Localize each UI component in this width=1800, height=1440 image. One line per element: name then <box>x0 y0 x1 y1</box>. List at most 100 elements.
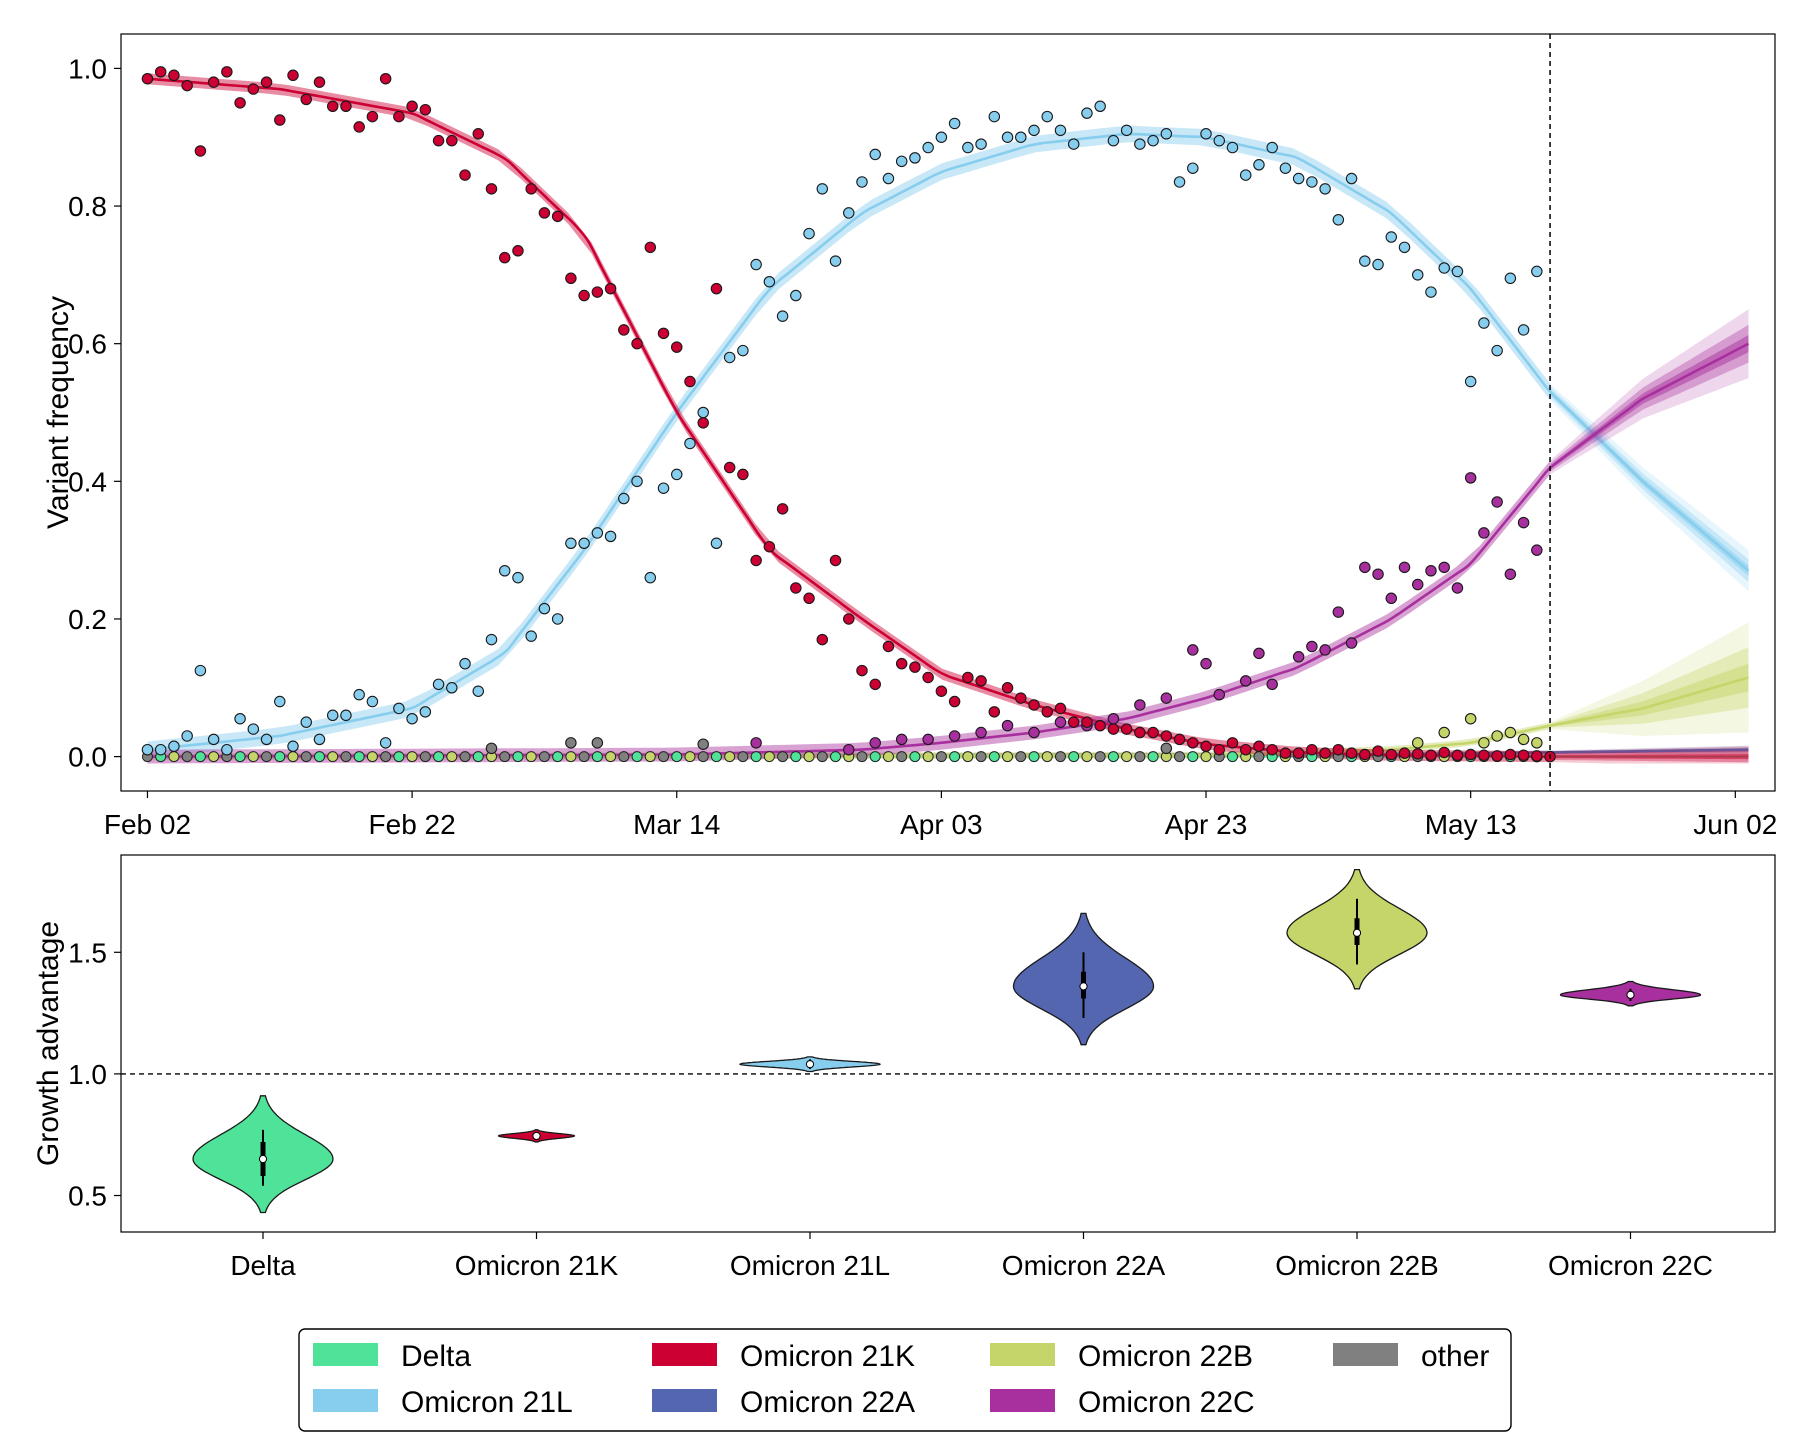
y-tick-label: 0.8 <box>68 191 107 222</box>
point-l21 <box>393 702 405 715</box>
point-k21 <box>260 76 273 88</box>
point-l21 <box>1478 317 1490 329</box>
zero-point <box>380 751 392 763</box>
point-l21 <box>684 437 696 450</box>
y-tick-label: 0.5 <box>68 1181 107 1212</box>
point-l21 <box>869 148 881 161</box>
point-k21 <box>1253 740 1265 753</box>
point-k21 <box>340 100 352 113</box>
point-k21 <box>1028 699 1040 711</box>
zero-point <box>1028 751 1040 763</box>
y-tick-label: 0.2 <box>68 604 107 635</box>
legend-label: Omicron 22B <box>1078 1340 1253 1373</box>
point-c22 <box>1107 712 1120 725</box>
fit-line-l21 <box>147 132 1750 751</box>
point-k21 <box>975 675 987 687</box>
point-c22 <box>1253 647 1265 660</box>
point-l21 <box>538 602 551 615</box>
violin-median <box>1352 928 1362 937</box>
forecast-band-mid-b22 <box>1550 647 1749 728</box>
point-k21 <box>300 93 312 106</box>
legend-item-b22: Omicron 22B <box>990 1340 1253 1373</box>
zero-point <box>975 751 987 763</box>
point-k21 <box>922 671 934 684</box>
zero-point <box>922 751 934 763</box>
point-k21 <box>763 540 776 553</box>
point-k21 <box>657 327 670 340</box>
point-k21 <box>1147 726 1159 739</box>
point-k21 <box>1359 748 1371 761</box>
point-c22 <box>1239 675 1252 687</box>
point-k21 <box>1266 743 1278 756</box>
x-tick-label: Feb 02 <box>104 809 191 840</box>
point-k21 <box>234 97 246 109</box>
point-c22 <box>1372 568 1384 580</box>
zero-point <box>1094 751 1106 763</box>
x-tick-label: Delta <box>230 1250 296 1281</box>
point-k21 <box>154 66 167 78</box>
zero-point <box>340 751 352 763</box>
point-k21 <box>1239 743 1252 756</box>
point-l21 <box>1451 265 1464 278</box>
point-k21 <box>565 272 577 285</box>
point-k21 <box>512 245 524 257</box>
point-l21 <box>657 482 670 494</box>
zero-point <box>1121 751 1133 763</box>
point-k21 <box>644 241 657 254</box>
point-l21 <box>1213 134 1226 147</box>
point-k21 <box>591 286 604 298</box>
point-l21 <box>1226 141 1239 154</box>
point-k21 <box>1385 748 1398 761</box>
variant-frequency-chart: 0.0 0.2 0.4 0.6 0.8 1.0 Feb 02 Feb 22 Mar 14 Apr … <box>42 33 1777 840</box>
point-k21 <box>803 592 815 605</box>
point-l21 <box>1306 176 1318 188</box>
point-k21 <box>1517 749 1530 761</box>
x-tick-label: Omicron 22A <box>1002 1250 1166 1281</box>
zero-point <box>658 751 670 763</box>
point-l21 <box>1385 231 1398 243</box>
zero-point <box>247 751 259 763</box>
zero-point <box>1015 751 1027 763</box>
y-tick-label: 1.0 <box>68 1059 107 1090</box>
zero-point <box>552 751 564 763</box>
legend-swatch <box>313 1389 378 1412</box>
point-k21 <box>459 169 471 181</box>
point-l21 <box>882 172 895 185</box>
legend-swatch <box>313 1343 378 1366</box>
violin-a22 <box>1012 912 1155 1046</box>
zero-point <box>1147 751 1159 763</box>
x-tick-label: Apr 23 <box>1165 809 1248 840</box>
point-l21 <box>1147 134 1159 147</box>
point-l21 <box>221 743 233 756</box>
point-k21 <box>1292 747 1305 759</box>
point-k21 <box>578 289 590 302</box>
point-l21 <box>790 289 802 302</box>
point-k21 <box>1478 749 1490 761</box>
point-l21 <box>525 630 537 642</box>
point-l21 <box>1345 172 1358 185</box>
point-l21 <box>1200 128 1212 140</box>
point-c22 <box>1359 561 1371 574</box>
point-k21 <box>551 210 564 223</box>
point-l21 <box>459 657 471 670</box>
zero-point <box>499 751 511 763</box>
points-b22 <box>1411 712 1543 749</box>
point-k21 <box>472 128 485 140</box>
point-l21 <box>975 138 987 150</box>
point-l21 <box>948 117 961 130</box>
point-l21 <box>419 706 432 718</box>
point-k21 <box>1094 719 1106 732</box>
point-c22 <box>1425 565 1437 577</box>
point-k21 <box>1081 716 1093 728</box>
zero-point <box>790 751 802 763</box>
point-k21 <box>538 207 551 219</box>
zero-point <box>525 751 537 763</box>
point-l21 <box>472 685 485 697</box>
point-k21 <box>498 251 511 264</box>
point-k21 <box>1464 748 1477 761</box>
point-l21 <box>1425 286 1437 298</box>
x-tick-label: Omicron 22B <box>1275 1250 1438 1281</box>
point-b22 <box>1478 737 1490 749</box>
point-k21 <box>1332 743 1345 756</box>
zero-point <box>313 751 325 763</box>
